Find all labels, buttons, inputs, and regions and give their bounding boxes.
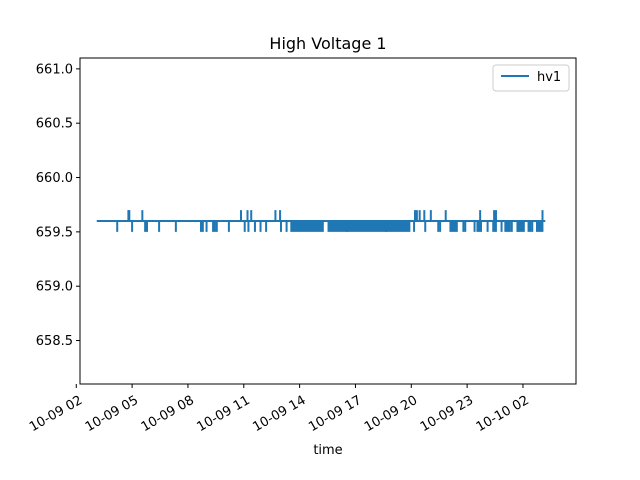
y-tick-label: 661.0 [36, 62, 73, 77]
plot-frame [79, 57, 577, 385]
y-tick-label: 660.5 [36, 117, 73, 132]
series-band [290, 221, 324, 232]
y-tick-label: 660.0 [36, 171, 73, 186]
legend-box [492, 64, 570, 92]
series-hv1 [96, 210, 546, 232]
series-band [449, 221, 458, 232]
y-axis: 658.5 659.0 659.5 660.0 660.5 661.0 [36, 62, 80, 349]
series-band [516, 221, 525, 232]
x-axis-label: time [313, 443, 342, 458]
series-band [492, 221, 497, 232]
series-band [476, 221, 483, 232]
y-tick-label: 658.5 [36, 334, 73, 349]
legend-label-hv1: hv1 [537, 70, 561, 85]
series-band [535, 221, 544, 232]
series-band [327, 221, 411, 232]
series-band [504, 221, 511, 232]
plot-area [96, 210, 546, 232]
chart-title: High Voltage 1 [269, 34, 386, 53]
legend: hv1 [492, 64, 570, 92]
y-tick-label: 659.0 [36, 280, 73, 295]
y-tick-label: 659.5 [36, 225, 73, 240]
